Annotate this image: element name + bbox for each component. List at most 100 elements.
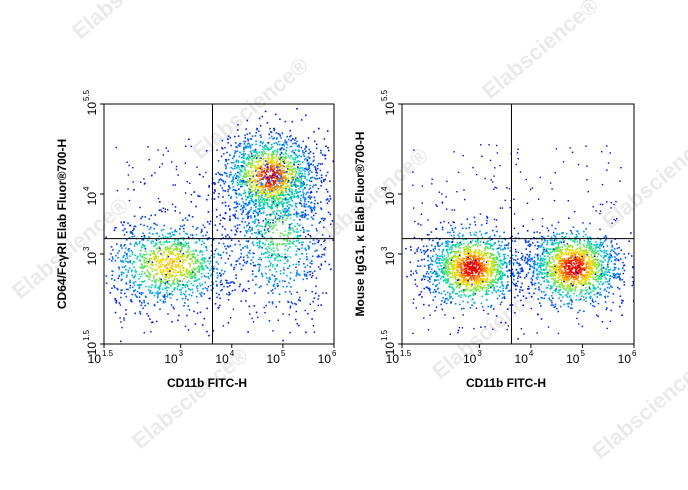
event-dot (146, 239, 149, 242)
event-dot (129, 224, 131, 227)
event-dot (270, 160, 273, 162)
event-dot (255, 193, 257, 195)
event-dot (136, 255, 139, 258)
event-dot (200, 249, 202, 252)
event-dot (309, 266, 311, 268)
event-dot (307, 312, 309, 315)
event-dot (251, 190, 253, 193)
event-dot (273, 203, 275, 206)
event-dot (454, 244, 456, 247)
event-dot (488, 237, 490, 239)
event-dot (143, 299, 145, 302)
watermark: Elabscience® (477, 0, 603, 104)
event-dot (276, 206, 279, 209)
event-dot (270, 193, 273, 196)
event-dot (451, 246, 453, 249)
event-dot (169, 297, 172, 299)
event-dot (283, 156, 286, 159)
event-dot (328, 235, 331, 238)
event-dot (287, 199, 289, 201)
event-dot (232, 167, 234, 170)
event-dot (463, 257, 466, 260)
event-dot (431, 260, 433, 262)
event-dot (265, 266, 267, 268)
event-dot (142, 280, 145, 283)
event-dot (162, 300, 164, 303)
event-dot (273, 186, 276, 188)
event-dot (172, 257, 174, 260)
event-dot (321, 163, 323, 165)
event-dot (286, 274, 288, 277)
event-dot (296, 140, 298, 143)
event-dot (496, 297, 499, 300)
event-dot (185, 295, 187, 298)
event-dot (295, 303, 297, 306)
event-dot (273, 257, 276, 260)
event-dot (282, 243, 284, 245)
event-dot (466, 273, 469, 276)
event-dot (464, 267, 467, 270)
event-dot (497, 253, 500, 256)
event-dot (177, 265, 180, 268)
event-dot (221, 179, 223, 182)
event-dot (276, 143, 279, 146)
event-dot (480, 326, 482, 328)
event-dot (156, 301, 159, 303)
event-dot (487, 285, 490, 288)
event-dot (208, 185, 210, 187)
event-dot (285, 162, 287, 164)
event-dot (278, 166, 281, 169)
event-dot (270, 290, 273, 292)
event-dot (120, 340, 122, 343)
event-dot (489, 235, 491, 238)
event-dot (466, 266, 468, 268)
event-dot (316, 165, 319, 167)
event-dot (277, 133, 280, 135)
event-dot (172, 263, 174, 265)
event-dot (277, 169, 280, 172)
event-dot (476, 283, 478, 285)
event-dot (120, 292, 122, 294)
event-dot (276, 150, 278, 153)
event-dot (435, 262, 438, 264)
event-dot (296, 179, 299, 181)
event-dot (237, 135, 240, 137)
event-dot (268, 254, 270, 256)
event-dot (507, 276, 509, 279)
event-dot (132, 281, 135, 284)
event-dot (438, 259, 440, 262)
event-dot (488, 260, 491, 263)
event-dot (483, 266, 486, 268)
event-dot (447, 268, 450, 271)
event-dot (131, 253, 134, 256)
event-dot (204, 226, 206, 229)
event-dot (164, 295, 166, 298)
event-dot (320, 180, 322, 182)
event-dot (244, 167, 246, 170)
event-dot (320, 174, 323, 176)
event-dot (165, 240, 168, 242)
event-dot (144, 250, 147, 253)
event-dot (178, 284, 180, 287)
event-dot (319, 163, 322, 165)
event-dot (123, 317, 125, 319)
event-dot (458, 264, 460, 266)
event-dot (200, 265, 202, 268)
event-dot (296, 192, 298, 194)
event-dot (301, 214, 303, 217)
event-dot (248, 201, 250, 204)
event-dot (455, 273, 458, 276)
event-dot (253, 252, 255, 255)
event-dot (197, 266, 199, 268)
event-dot (496, 270, 499, 273)
event-dot (161, 234, 164, 236)
event-dot (288, 193, 290, 195)
event-dot (499, 275, 502, 277)
event-dot (221, 269, 223, 272)
event-dot (492, 229, 494, 232)
event-dot (158, 266, 160, 268)
event-dot (452, 317, 455, 319)
event-dot (298, 248, 301, 251)
event-dot (222, 196, 224, 198)
event-dot (254, 154, 256, 156)
